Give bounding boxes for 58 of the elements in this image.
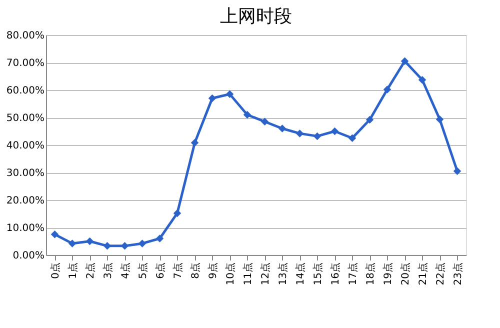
point [400,57,409,65]
point [173,209,182,218]
x-tick-label: 9点 [206,262,219,279]
y-tick-label: 0.00% [12,250,44,262]
x-tick-label: 11点 [242,262,254,286]
point [86,237,94,246]
x-tick-label: 7点 [172,262,184,279]
point [330,127,339,136]
x-tick-label: 8点 [189,262,202,279]
point [103,242,112,250]
point [120,242,129,250]
point [348,134,356,142]
chart-title: 上网时段 [220,6,292,27]
point [138,240,146,248]
point [418,76,426,84]
x-tick-label: 20点 [399,262,412,286]
y-tick-label: 40.00% [6,140,44,152]
x-tick-label: 12点 [259,262,272,286]
point [436,116,444,124]
x-tick-label: 3点 [102,262,114,279]
y-tick-label: 20.00% [6,196,44,206]
x-tick-label: 22点 [434,262,446,286]
point [278,124,286,132]
x-tick-label: 10点 [224,262,236,286]
y-tick-label: 70.00% [6,58,44,69]
point [453,167,462,175]
point [296,130,304,138]
x-tick-label: 15点 [312,262,324,286]
point [366,116,374,124]
x-tick-label: 4点 [119,262,132,279]
y-tick-label: 80.00% [6,30,44,42]
point [226,90,234,98]
y-tick-label: 10.00% [6,223,44,234]
x-tick-label: 2点 [84,262,96,279]
point [243,110,252,119]
x-tick-label: 14点 [294,262,306,286]
y-tick-label: 30.00% [6,168,44,179]
x-tick-label: 21点 [416,262,429,286]
x-tick-label: 17点 [346,262,359,286]
y-tick-label: 50.00% [6,113,44,124]
point [50,230,59,238]
x-tick-label: 6点 [154,262,166,279]
point [260,118,269,126]
point [190,138,199,147]
point [68,240,76,248]
point [313,132,322,140]
x-tick-label: 1点 [66,262,79,279]
x-tick-label: 19点 [382,262,394,286]
x-tick-label: 16点 [329,262,342,286]
y-tick-label: 60.00% [6,86,44,96]
point [156,234,164,242]
x-tick-label: 18点 [364,262,376,286]
x-tick-label: 5点 [136,262,149,279]
x-tick-label: 13点 [276,262,289,286]
point [208,94,216,102]
x-tick-label: 23点 [452,262,464,286]
point [383,86,392,94]
x-tick-label: 0点 [49,262,62,279]
